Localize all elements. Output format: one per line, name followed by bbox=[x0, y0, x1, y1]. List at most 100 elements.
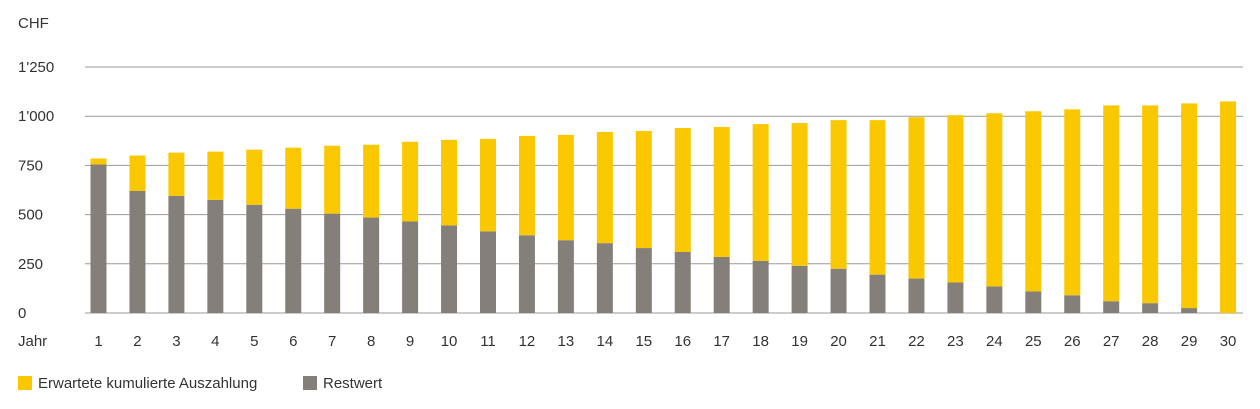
y-tick-label: 1'250 bbox=[18, 59, 54, 76]
bar-restwert-26 bbox=[1064, 295, 1081, 313]
bar-restwert-13 bbox=[557, 240, 574, 313]
x-tick-label: 4 bbox=[211, 333, 219, 350]
x-tick-label: 20 bbox=[830, 333, 847, 350]
bar-auszahlung-29 bbox=[1181, 103, 1198, 309]
x-tick-label: 23 bbox=[947, 333, 964, 350]
x-tick-label: 5 bbox=[250, 333, 258, 350]
bar-restwert-2 bbox=[129, 190, 146, 313]
x-tick-label: 3 bbox=[172, 333, 180, 350]
bar-auszahlung-14 bbox=[596, 131, 613, 244]
bar-auszahlung-16 bbox=[674, 128, 691, 252]
bar-auszahlung-27 bbox=[1103, 105, 1120, 302]
bar-auszahlung-1 bbox=[90, 158, 107, 165]
bar-restwert-1 bbox=[90, 164, 107, 313]
x-tick-label: 24 bbox=[986, 333, 1003, 350]
legend-label: Restwert bbox=[323, 375, 383, 392]
x-tick-label: 30 bbox=[1220, 333, 1237, 350]
bar-auszahlung-8 bbox=[363, 144, 380, 218]
bar-restwert-16 bbox=[674, 251, 691, 313]
y-tick-label: 250 bbox=[18, 256, 43, 273]
bar-restwert-20 bbox=[830, 268, 847, 313]
x-tick-label: 11 bbox=[480, 333, 496, 350]
bar-auszahlung-13 bbox=[557, 134, 574, 241]
bar-auszahlung-15 bbox=[635, 130, 652, 249]
x-tick-label: 14 bbox=[597, 333, 614, 350]
x-tick-label: 21 bbox=[869, 333, 886, 350]
bar-restwert-22 bbox=[908, 278, 925, 313]
bar-restwert-24 bbox=[986, 286, 1003, 313]
x-tick-label: 29 bbox=[1181, 333, 1198, 350]
bar-restwert-10 bbox=[441, 225, 458, 313]
bar-auszahlung-3 bbox=[168, 152, 185, 196]
bar-auszahlung-7 bbox=[324, 145, 341, 214]
bar-auszahlung-30 bbox=[1220, 101, 1237, 313]
x-tick-label: 22 bbox=[908, 333, 925, 350]
x-tick-label: 27 bbox=[1103, 333, 1120, 350]
bar-auszahlung-2 bbox=[129, 155, 146, 191]
bar-auszahlung-6 bbox=[285, 147, 302, 209]
bar-restwert-7 bbox=[324, 213, 341, 313]
bar-auszahlung-25 bbox=[1025, 111, 1042, 292]
legend-swatch bbox=[18, 376, 32, 390]
legend: Erwartete kumulierte Auszahlung Restwert bbox=[18, 375, 383, 392]
bar-restwert-12 bbox=[518, 235, 535, 313]
bar-restwert-14 bbox=[596, 243, 613, 313]
bar-auszahlung-21 bbox=[869, 120, 886, 275]
legend-label: Erwartete kumulierte Auszahlung bbox=[38, 375, 257, 392]
legend-swatch bbox=[303, 376, 317, 390]
bar-restwert-28 bbox=[1142, 303, 1159, 313]
y-axis-tick-labels: 0 250 500 750 1'000 1'250 bbox=[18, 59, 54, 322]
bar-restwert-9 bbox=[402, 221, 419, 313]
bar-restwert-11 bbox=[480, 231, 496, 313]
bar-restwert-18 bbox=[752, 260, 769, 313]
bar-auszahlung-9 bbox=[402, 141, 419, 222]
bars bbox=[90, 101, 1237, 313]
bar-auszahlung-4 bbox=[207, 151, 224, 200]
y-tick-label: 750 bbox=[18, 157, 43, 174]
bar-auszahlung-24 bbox=[986, 113, 1003, 287]
x-tick-label: 2 bbox=[133, 333, 141, 350]
x-tick-label: 6 bbox=[289, 333, 297, 350]
x-tick-label: 1 bbox=[94, 333, 102, 350]
bar-restwert-19 bbox=[791, 265, 808, 313]
bar-auszahlung-20 bbox=[830, 120, 847, 269]
x-tick-label: 25 bbox=[1025, 333, 1042, 350]
bar-auszahlung-28 bbox=[1142, 105, 1159, 304]
bar-restwert-3 bbox=[168, 195, 185, 313]
y-tick-label: 1'000 bbox=[18, 108, 54, 125]
x-tick-label: 16 bbox=[674, 333, 691, 350]
bar-auszahlung-5 bbox=[246, 149, 263, 205]
x-tick-label: 7 bbox=[328, 333, 336, 350]
x-axis-label: Jahr bbox=[18, 333, 47, 350]
x-tick-label: 19 bbox=[791, 333, 808, 350]
gridlines bbox=[85, 66, 1243, 314]
x-axis-tick-labels: 1 2 3 4 5 6 7 8 9 10 11 12 13 14 15 16 17 18 19 20 21 22 23 24 2… bbox=[94, 333, 1236, 350]
bar-restwert-15 bbox=[635, 248, 652, 313]
bar-restwert-23 bbox=[947, 282, 964, 313]
x-tick-label: 10 bbox=[441, 333, 458, 350]
bar-auszahlung-11 bbox=[480, 138, 496, 232]
bar-auszahlung-10 bbox=[441, 139, 458, 226]
y-axis-unit-label: CHF bbox=[18, 15, 49, 32]
bar-auszahlung-19 bbox=[791, 123, 808, 266]
x-tick-label: 9 bbox=[406, 333, 414, 350]
bar-restwert-21 bbox=[869, 274, 886, 313]
bar-auszahlung-26 bbox=[1064, 109, 1081, 296]
x-tick-label: 15 bbox=[635, 333, 652, 350]
bar-auszahlung-18 bbox=[752, 124, 769, 261]
bar-auszahlung-12 bbox=[518, 135, 535, 236]
x-tick-label: 17 bbox=[713, 333, 730, 350]
bar-auszahlung-22 bbox=[908, 117, 925, 279]
bar-restwert-29 bbox=[1181, 308, 1198, 313]
x-tick-label: 12 bbox=[519, 333, 536, 350]
x-tick-label: 8 bbox=[367, 333, 375, 350]
x-tick-label: 28 bbox=[1142, 333, 1159, 350]
bar-restwert-8 bbox=[363, 217, 380, 313]
bar-restwert-17 bbox=[713, 256, 730, 313]
bar-auszahlung-17 bbox=[713, 127, 730, 257]
bar-auszahlung-23 bbox=[947, 115, 964, 283]
bar-restwert-25 bbox=[1025, 291, 1042, 313]
y-tick-label: 500 bbox=[18, 207, 43, 224]
x-tick-label: 26 bbox=[1064, 333, 1081, 350]
